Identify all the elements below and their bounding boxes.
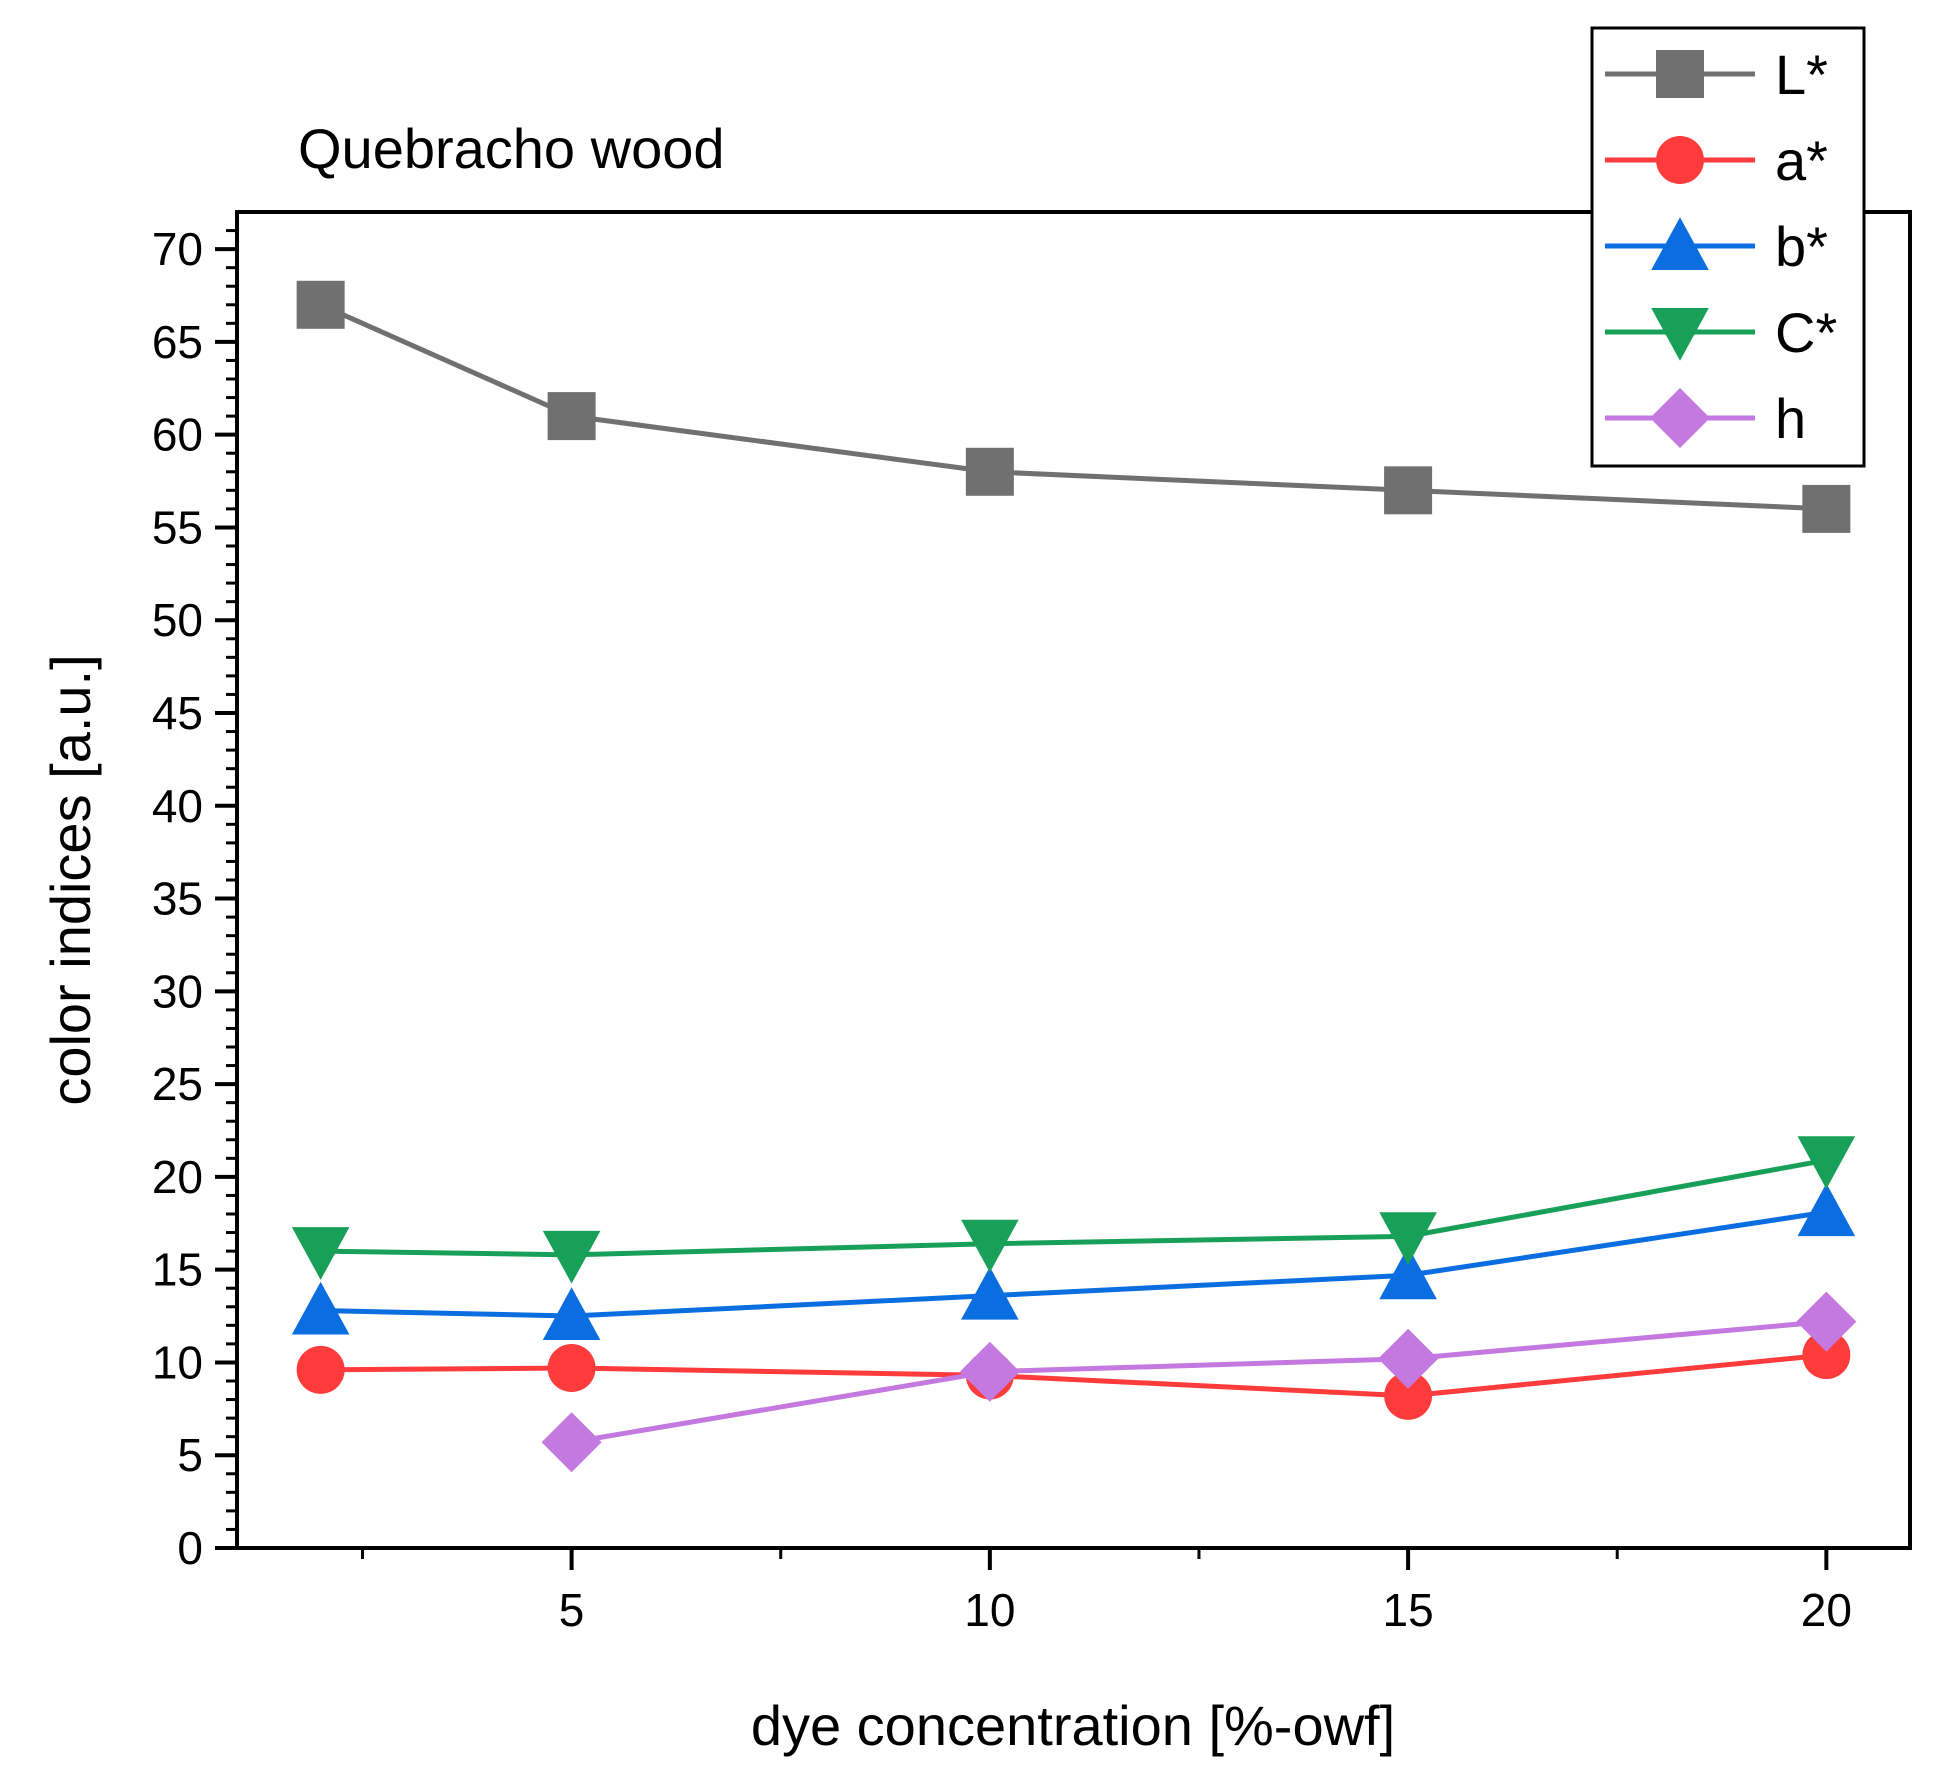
data-point-a-star: [1802, 1331, 1851, 1380]
data-point-b-star: [961, 1266, 1019, 1320]
y-tick-label: 60: [152, 409, 203, 461]
x-tick-label: 10: [964, 1584, 1015, 1636]
legend-label-b-star: b*: [1775, 215, 1828, 278]
series-line-h: [571, 1319, 1827, 1445]
series-line-c-star: [320, 1157, 1827, 1258]
legend-marker-h: [1650, 388, 1710, 448]
legend-label-c-star: C*: [1775, 301, 1837, 364]
data-point-l-star: [296, 280, 345, 329]
legend-label-l-star: L*: [1775, 43, 1828, 106]
y-tick-label: 45: [152, 687, 203, 739]
x-tick-label: 5: [559, 1584, 585, 1636]
series-lines: [319, 302, 1827, 1445]
data-point-a-star: [547, 1344, 596, 1393]
y-tick-label: 5: [177, 1429, 203, 1481]
data-point-c-star: [542, 1230, 601, 1284]
data-point-b-star: [1379, 1246, 1437, 1300]
legend-marker-b-star: [1651, 217, 1709, 270]
y-tick-label: 35: [152, 873, 203, 925]
x-tick-label: 15: [1383, 1584, 1434, 1636]
data-point-h: [1378, 1328, 1439, 1389]
y-tick-label: 50: [152, 594, 203, 646]
data-point-h: [959, 1341, 1020, 1402]
series-line-a-star: [320, 1352, 1827, 1399]
series-markers: [291, 280, 1857, 1473]
y-tick-label: 40: [152, 780, 203, 832]
plot-frame: [235, 210, 1912, 1550]
series-line-b-star: [320, 1209, 1827, 1319]
data-point-b-star: [1797, 1183, 1856, 1237]
data-point-l-star: [547, 392, 596, 441]
data-point-c-star: [1797, 1136, 1856, 1189]
y-tick-label: 10: [152, 1336, 203, 1388]
x-axis-title: dye concentration [%-owf]: [751, 1694, 1395, 1757]
y-tick-label: 15: [152, 1244, 203, 1296]
data-point-a-star: [1384, 1371, 1433, 1420]
legend-label-a-star: a*: [1775, 129, 1828, 192]
y-tick-label: 30: [152, 965, 203, 1017]
chart-title: Quebracho wood: [298, 117, 725, 180]
legend-marker-c-star: [1651, 308, 1709, 361]
data-point-c-star: [961, 1219, 1019, 1273]
legend-marker-a-star: [1656, 136, 1704, 184]
y-tick-label: 20: [152, 1151, 203, 1203]
y-tick-label: 55: [152, 501, 203, 553]
data-point-c-star: [1379, 1212, 1437, 1266]
y-tick-label: 65: [152, 316, 203, 368]
legend: L* a* b* C* h: [1590, 26, 1866, 468]
y-tick-label: 0: [177, 1522, 203, 1574]
data-point-l-star: [1384, 466, 1433, 515]
data-point-l-star: [965, 447, 1014, 496]
y-tick-label: 70: [152, 223, 203, 275]
y-axis-title: color indices [a.u.]: [39, 654, 102, 1105]
legend-marker-l-star: [1656, 50, 1704, 98]
data-point-h: [541, 1412, 602, 1473]
data-point-c-star: [291, 1227, 350, 1280]
data-point-b-star: [291, 1281, 350, 1335]
data-point-a-star: [296, 1345, 345, 1394]
y-tick-label: 25: [152, 1058, 203, 1110]
data-point-h: [1796, 1291, 1857, 1352]
data-point-b-star: [542, 1287, 601, 1341]
x-tick-label: 20: [1801, 1584, 1852, 1636]
data-point-l-star: [1802, 484, 1851, 533]
legend-label-h: h: [1775, 387, 1806, 450]
